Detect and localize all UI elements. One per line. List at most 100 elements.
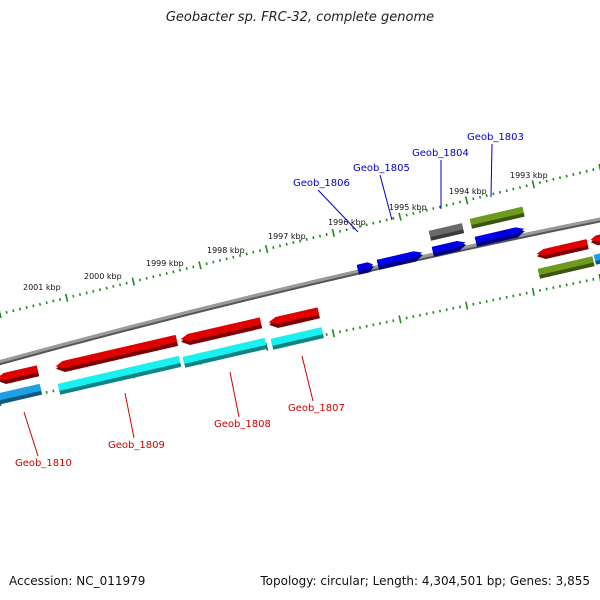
genome-backbone [0,217,600,366]
scale-tick [418,313,422,317]
scale-tick [412,315,415,319]
gene-leader-line [301,355,314,402]
gene-geob-1808-lower [182,337,268,368]
scale-tick [452,202,455,206]
gene-geob-1810 [0,365,40,384]
scale-tick [12,309,15,313]
scale-tick [478,195,482,199]
gene-geob-1803-lower [474,227,525,247]
gene-geob-1804-lower [431,240,467,257]
scale-tick [578,171,582,175]
scale-tick [98,288,102,292]
scale-tick [38,302,42,306]
scale-tick [545,179,548,183]
scale-tick [518,293,522,296]
scale-tick [572,173,575,176]
gene-label-bottom: Geob_1808 [214,419,271,430]
scale-tick [464,196,469,205]
scale-tick [331,228,336,237]
scale-tick [538,181,542,185]
scale-tick [405,213,408,217]
scale-tick [472,302,475,306]
scale-tick [252,250,255,254]
scale-tick [432,311,435,314]
topology-text: Topology: circular; Length: 4,304,501 bp… [260,574,590,588]
scale-tick [378,220,382,223]
scale-tick [52,299,55,303]
scale-tick [392,216,395,220]
scale-tick [592,168,595,172]
scale-tick [405,316,408,320]
scale-labels: 2001 kbp 2000 kbp 1999 kbp 1998 kbp 1997 kbp… [23,171,548,292]
scale-tick [112,284,115,288]
scale-tick [92,289,95,293]
scale-tick [458,305,462,309]
scale-label: 1996 kbp [328,218,366,227]
gene-leader-line [229,371,240,418]
gene-geob-1807 [268,307,320,328]
scale-tick [505,189,508,193]
scale-tick [418,210,422,214]
scale-tick [452,306,455,310]
gene-leader-line [317,189,359,233]
scale-tick [445,308,448,312]
scale-tick [565,283,568,287]
scale-tick [365,223,368,227]
scale-tick [25,306,28,309]
scale-tick [425,312,428,316]
gene-right-red-2 [590,232,600,246]
scale-tick [218,259,222,262]
scale-tick [352,327,355,331]
scale-tick [0,310,2,319]
scale-tick [518,186,522,189]
scale-tick [512,294,515,298]
scale-tick [525,184,528,188]
gene-geob-1805 [376,251,423,270]
scale-tick [392,319,395,323]
scale-tick [358,326,362,330]
scale-tick [118,283,122,287]
scale-tick [131,277,136,286]
scale-tick [378,322,382,325]
scale-label: 1994 kbp [449,187,487,196]
scale-tick [558,284,562,288]
scale-tick [385,218,388,222]
gene-label-top: Geob_1804 [412,148,469,159]
scale-tick [445,203,448,207]
scale-tick [18,307,22,311]
scale-label: 1998 kbp [207,246,245,255]
scale-tick [331,329,335,338]
scale-tick [552,286,555,290]
scale-tick [145,276,148,280]
scale-tick [278,244,282,248]
scale-tick [498,190,502,194]
scale-tick [185,267,188,271]
scale-tick [158,273,162,277]
gene-geob-1804 [428,223,465,241]
scale-tick [258,249,262,253]
scale-tick [85,291,88,295]
gene-right-olive [537,256,595,279]
scale-tick [485,194,488,198]
scale-tick [558,176,562,180]
scale-tick [438,309,442,313]
scale-tick [358,224,362,228]
scale-tick [432,207,435,211]
scale-tick [472,197,475,201]
gene-right-red [536,239,589,259]
scale-tick [465,301,469,310]
gene-geob-1809 [55,334,179,372]
scale-tick [505,295,508,299]
scale-tick [398,212,402,221]
scale-tick [592,277,595,281]
gene-geob-1806 [356,262,374,275]
scale-tick [245,252,248,256]
scale-tick [58,297,62,301]
scale-label: 1999 kbp [146,259,184,268]
scale-tick [325,233,328,236]
gene-leader-line [124,392,135,439]
scale-tick [198,261,202,270]
scale-tick [232,255,235,259]
scale-tick [578,280,582,284]
